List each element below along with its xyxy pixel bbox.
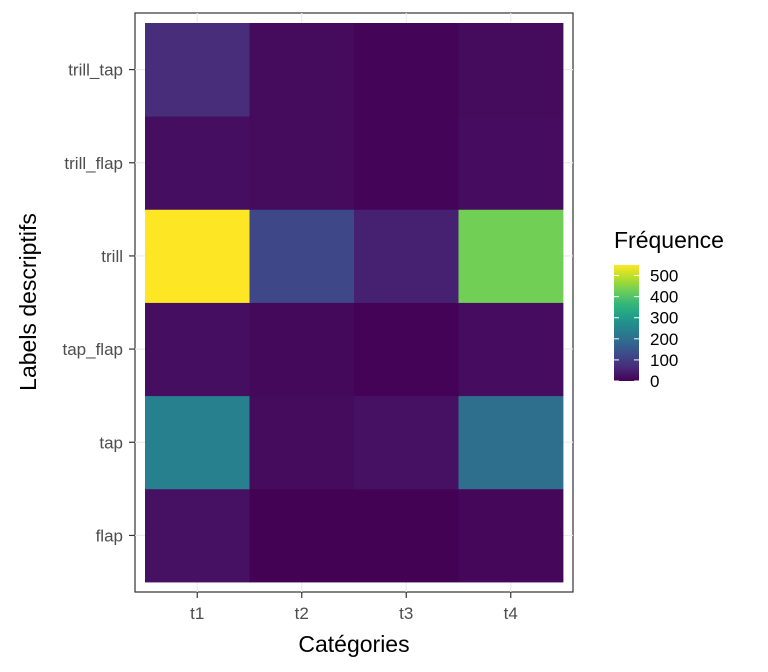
legend-label-400: 400 (650, 288, 678, 307)
heatmap-cell-tap-t4 (458, 395, 564, 490)
heatmap-cell-tap_flap-t3 (354, 302, 459, 397)
legend-label-0: 0 (650, 372, 659, 391)
legend-label-200: 200 (650, 330, 678, 349)
x-axis-title: Catégories (298, 631, 409, 657)
heatmap-cell-trill_tap-t2 (249, 23, 355, 117)
y-tick-label-trill_flap: trill_flap (64, 154, 123, 173)
legend-label-100: 100 (650, 351, 678, 370)
x-tick-label-t2: t2 (295, 604, 309, 623)
y-tick-label-trill: trill (101, 247, 123, 266)
heatmap-cell-tap_flap-t4 (458, 302, 564, 397)
legend-label-300: 300 (650, 309, 678, 328)
legend-colorbar (614, 265, 639, 381)
heatmap-cell-tap-t1 (145, 395, 250, 490)
y-axis-title: Labels descriptifs (15, 213, 41, 391)
heatmap-cell-flap-t2 (249, 488, 355, 583)
heatmap-cell-tap-t3 (354, 395, 459, 490)
heatmap-cell-trill_flap-t4 (458, 116, 564, 210)
heatmap-cell-tap_flap-t2 (249, 302, 355, 397)
x-axis: t1 t2 t3 t4 (190, 592, 518, 623)
x-tick-label-t3: t3 (399, 604, 413, 623)
heatmap-cell-tap_flap-t1 (145, 302, 250, 397)
y-axis: flap tap tap_flap trill trill_flap trill_tap (63, 61, 135, 545)
heatmap-cell-trill-t2 (249, 209, 355, 303)
heatmap-cell-trill-t3 (354, 209, 459, 303)
heatmap-cell-trill-t4 (458, 209, 564, 303)
x-tick-label-t4: t4 (504, 604, 518, 623)
heatmap-cell-trill_tap-t1 (145, 23, 250, 117)
y-tick-label-tap_flap: tap_flap (63, 340, 124, 359)
y-tick-label-trill_tap: trill_tap (68, 61, 123, 80)
heatmap-cell-flap-t3 (354, 488, 459, 583)
heatmap-cells (145, 23, 564, 583)
heatmap-cell-trill_tap-t4 (458, 23, 564, 117)
heatmap-cell-trill_flap-t2 (249, 116, 355, 210)
y-tick-label-flap: flap (96, 526, 123, 545)
x-tick-label-t1: t1 (190, 604, 204, 623)
y-tick-label-tap: tap (99, 433, 123, 452)
heatmap-cell-tap-t2 (249, 395, 355, 490)
legend-title: Fréquence (614, 227, 724, 253)
heatmap-cell-trill_flap-t3 (354, 116, 459, 210)
heatmap-cell-trill_flap-t1 (145, 116, 250, 210)
legend-label-500: 500 (650, 267, 678, 286)
heatmap-cell-flap-t4 (458, 488, 564, 583)
legend: Fréquence 0 100 200 300 400 500 (614, 227, 724, 391)
legend-ticks: 0 100 200 300 400 500 (614, 267, 678, 391)
heatmap-cell-flap-t1 (145, 488, 250, 583)
heatmap-cell-trill-t1 (145, 209, 250, 303)
heatmap-cell-trill_tap-t3 (354, 23, 459, 117)
